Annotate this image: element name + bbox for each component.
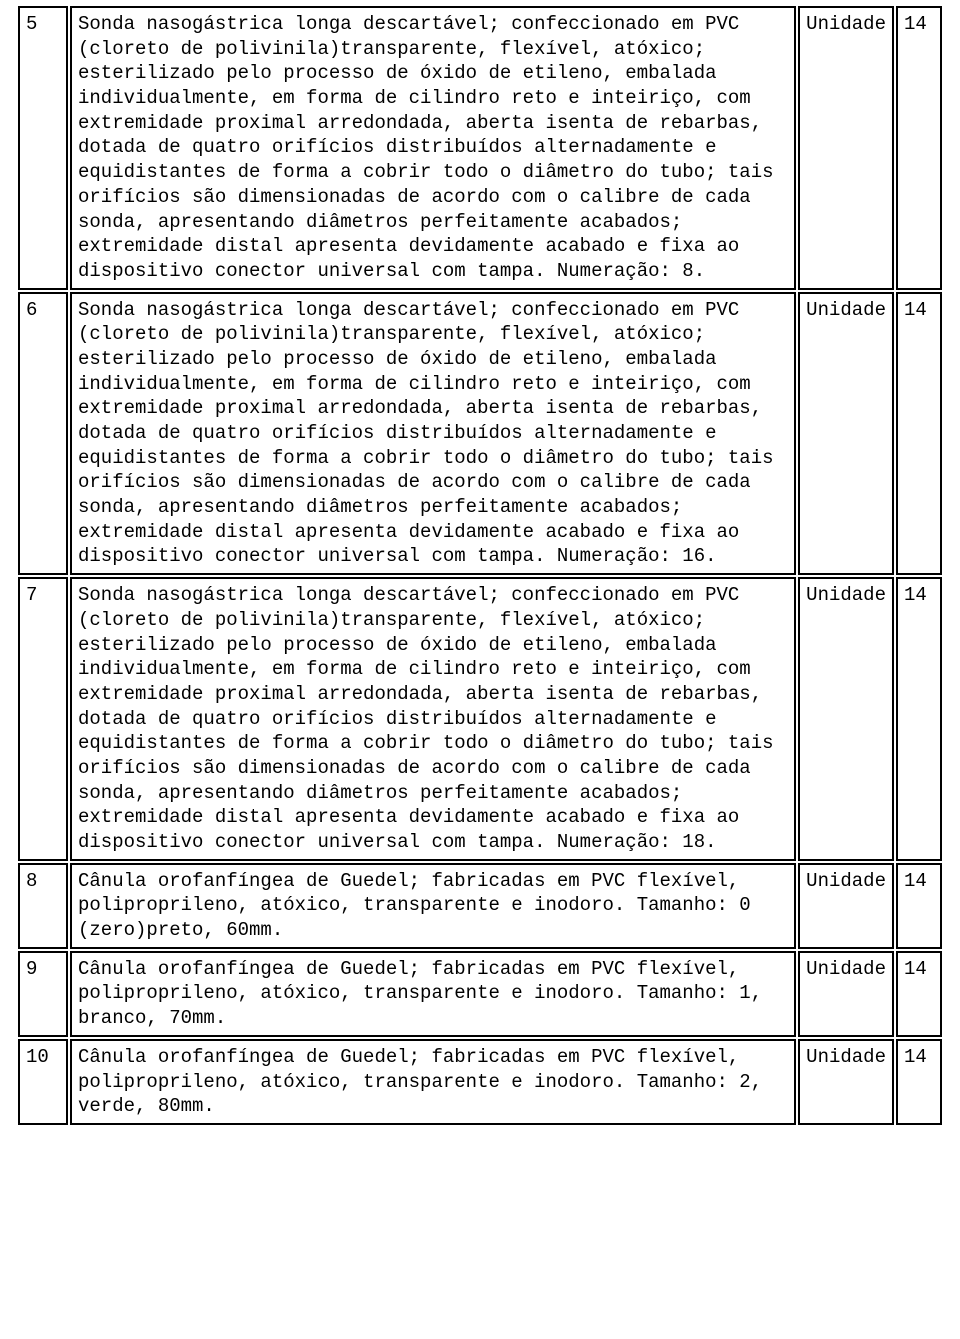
cell-num: 5	[18, 6, 68, 290]
cell-description: Cânula orofanfíngea de Guedel; fabricada…	[70, 1039, 796, 1125]
cell-qty: 14	[896, 1039, 942, 1125]
table-row: 10Cânula orofanfíngea de Guedel; fabrica…	[18, 1039, 942, 1125]
cell-num: 8	[18, 863, 68, 949]
cell-description: Sonda nasogástrica longa descartável; co…	[70, 292, 796, 576]
cell-num: 7	[18, 577, 68, 861]
cell-unit: Unidade	[798, 1039, 894, 1125]
cell-description: Cânula orofanfíngea de Guedel; fabricada…	[70, 951, 796, 1037]
cell-unit: Unidade	[798, 292, 894, 576]
cell-qty: 14	[896, 577, 942, 861]
cell-description: Cânula orofanfíngea de Guedel; fabricada…	[70, 863, 796, 949]
cell-num: 10	[18, 1039, 68, 1125]
items-table: 5Sonda nasogástrica longa descartável; c…	[16, 4, 944, 1127]
cell-unit: Unidade	[798, 577, 894, 861]
cell-num: 9	[18, 951, 68, 1037]
cell-qty: 14	[896, 292, 942, 576]
cell-description: Sonda nasogástrica longa descartável; co…	[70, 577, 796, 861]
table-row: 6Sonda nasogástrica longa descartável; c…	[18, 292, 942, 576]
cell-unit: Unidade	[798, 951, 894, 1037]
cell-qty: 14	[896, 6, 942, 290]
cell-qty: 14	[896, 951, 942, 1037]
table-row: 9Cânula orofanfíngea de Guedel; fabricad…	[18, 951, 942, 1037]
cell-num: 6	[18, 292, 68, 576]
items-tbody: 5Sonda nasogástrica longa descartável; c…	[18, 6, 942, 1125]
table-row: 8Cânula orofanfíngea de Guedel; fabricad…	[18, 863, 942, 949]
cell-qty: 14	[896, 863, 942, 949]
cell-description: Sonda nasogástrica longa descartável; co…	[70, 6, 796, 290]
table-row: 7Sonda nasogástrica longa descartável; c…	[18, 577, 942, 861]
cell-unit: Unidade	[798, 863, 894, 949]
table-row: 5Sonda nasogástrica longa descartável; c…	[18, 6, 942, 290]
cell-unit: Unidade	[798, 6, 894, 290]
